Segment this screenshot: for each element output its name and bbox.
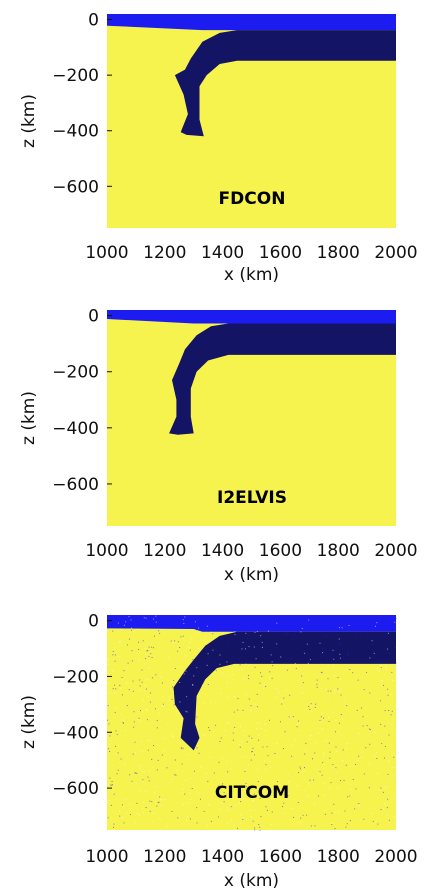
panel-title: I2ELVIS: [217, 488, 287, 508]
y-tick-label: 0: [88, 11, 99, 31]
x-axis-label: x (km): [224, 565, 279, 585]
y-tick-label: −600: [52, 779, 99, 799]
y-tick-label: −400: [52, 122, 99, 142]
y-tick-label: −400: [52, 419, 99, 439]
x-tick-label: 1000: [85, 243, 128, 263]
x-tick-label: 1600: [259, 541, 302, 561]
y-tick-label: −200: [52, 66, 99, 86]
upper-layer-region: [107, 14, 396, 31]
x-tick-label: 1200: [143, 541, 186, 561]
x-tick-label: 1800: [317, 847, 360, 867]
x-tick-label: 1400: [201, 541, 244, 561]
x-tick-label: 1600: [259, 847, 302, 867]
y-axis-label: z (km): [19, 94, 39, 148]
slab-region: [174, 30, 396, 137]
y-axis-label: z (km): [19, 695, 39, 749]
y-tick-label: 0: [88, 307, 99, 327]
upper-layer-region: [107, 310, 396, 324]
y-tick-label: −200: [52, 363, 99, 383]
x-axis-label: x (km): [224, 871, 279, 891]
panel-title: CITCOM: [215, 783, 289, 803]
x-tick-label: 1400: [201, 847, 244, 867]
x-tick-label: 1800: [317, 541, 360, 561]
y-tick-label: −600: [52, 177, 99, 197]
slab-region: [169, 323, 396, 435]
x-tick-label: 1800: [317, 243, 360, 263]
particle-noise: [107, 615, 397, 831]
y-tick-label: 0: [88, 612, 99, 632]
y-tick-label: −200: [52, 667, 99, 687]
panel-3: 0 −200 −400 −600 1000 1200 1400 1600 1800 2000 x (…: [19, 612, 418, 891]
x-axis-label: x (km): [224, 265, 279, 285]
x-tick-label: 2000: [374, 847, 417, 867]
x-tick-label: 2000: [374, 541, 417, 561]
x-tick-label: 1200: [143, 847, 186, 867]
y-tick-label: −400: [52, 723, 99, 743]
upper-layer-region: [107, 615, 396, 632]
x-tick-label: 1000: [85, 847, 128, 867]
y-tick-label: −600: [52, 475, 99, 495]
slab-region: [173, 631, 396, 751]
y-axis-label: z (km): [19, 391, 39, 445]
x-tick-label: 1400: [201, 243, 244, 263]
x-tick-label: 1600: [259, 243, 302, 263]
panel-1: 0 −200 −400 −600 1000 1200 1400 1600 1800 2000 x (…: [19, 11, 418, 285]
x-tick-label: 1200: [143, 243, 186, 263]
x-tick-label: 1000: [85, 541, 128, 561]
panel-title: FDCON: [219, 189, 286, 209]
x-tick-label: 2000: [374, 243, 417, 263]
panel-2: 0 −200 −400 −600 1000 1200 1400 1600 1800 2000 x (…: [19, 307, 418, 585]
